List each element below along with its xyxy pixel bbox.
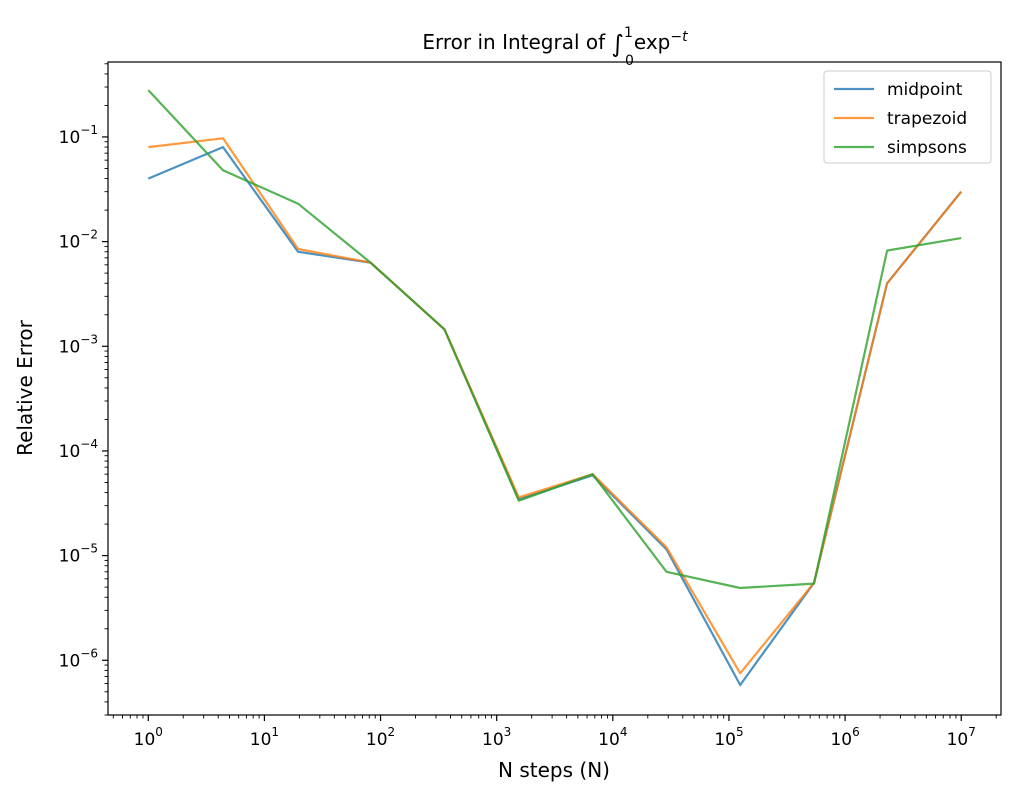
chart-title: Error in Integral of ∫1 0exp−t [422, 25, 688, 69]
title-function: exp [634, 30, 670, 54]
x-tick-label: 101 [250, 725, 279, 750]
x-tick-label: 103 [482, 725, 511, 750]
x-tick-label: 105 [714, 725, 743, 750]
title-exponent: −t [670, 29, 688, 45]
series-line-simpsons [147, 89, 962, 590]
series-line-midpoint [147, 146, 963, 687]
plot-frame [107, 61, 1002, 716]
y-tick-label: 10−6 [59, 646, 98, 671]
x-tick-label: 107 [947, 725, 976, 750]
plot-lines [147, 89, 963, 687]
title-prefix: Error in Integral of [422, 30, 611, 54]
legend: midpoint trapezoid simpsons [823, 70, 992, 164]
integral-sign: ∫ [612, 30, 625, 58]
series-line-trapezoid [148, 137, 963, 675]
legend-label-midpoint: midpoint [887, 80, 963, 100]
y-tick-label: 10−4 [59, 437, 98, 462]
x-axis: 100 101 102 103 104 105 106 107 [112, 715, 997, 750]
x-tick-label: 106 [830, 725, 859, 750]
legend-label-simpsons: simpsons [887, 138, 967, 158]
x-tick-label: 102 [366, 725, 395, 750]
x-axis-label: N steps (N) [498, 758, 610, 782]
x-tick-label: 100 [134, 725, 163, 750]
y-tick-label: 10−3 [59, 332, 98, 357]
y-tick-label: 10−5 [59, 542, 98, 567]
legend-label-trapezoid: trapezoid [887, 109, 967, 129]
y-axis-label: Relative Error [13, 319, 37, 456]
legend-box [823, 70, 992, 164]
y-tick-label: 10−2 [59, 228, 98, 253]
integral-upper-limit: 1 [624, 25, 633, 41]
integral-lower-limit: 0 [625, 53, 634, 69]
y-tick-label: 10−1 [59, 123, 98, 148]
y-axis: 10−1 10−2 10−3 10−4 10−5 10−6 [59, 63, 108, 716]
x-tick-label: 104 [598, 725, 627, 750]
